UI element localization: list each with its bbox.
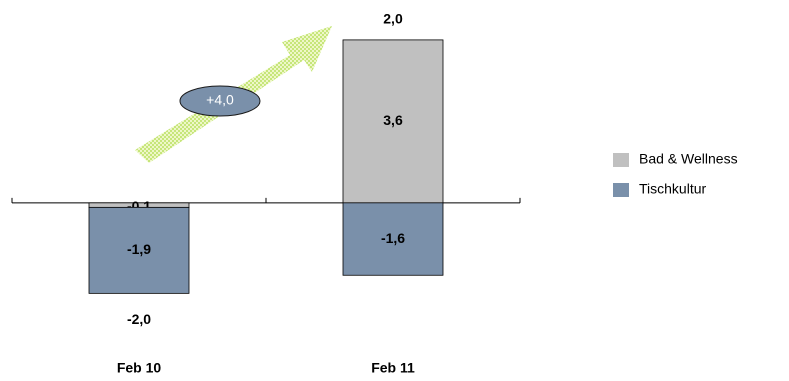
value-label: -1,6 [381, 230, 405, 246]
total-label: -2,0 [127, 311, 151, 327]
legend-label: Bad & Wellness [639, 151, 738, 167]
legend-swatch [613, 153, 629, 167]
x-tick-label: Feb 10 [117, 360, 162, 376]
bar-segment [342, 39, 444, 204]
annotation: +4,0 [206, 92, 234, 108]
annotation-bubble [179, 85, 261, 117]
x-tick-label: Feb 11 [371, 360, 415, 376]
legend-label: Tischkultur [639, 181, 707, 197]
bar-segment [88, 206, 190, 294]
bar-segment [342, 202, 444, 276]
value-label: -1,9 [127, 241, 151, 257]
legend-swatch [613, 183, 629, 197]
total-label: 2,0 [383, 11, 403, 27]
value-label: 3,6 [383, 112, 403, 128]
